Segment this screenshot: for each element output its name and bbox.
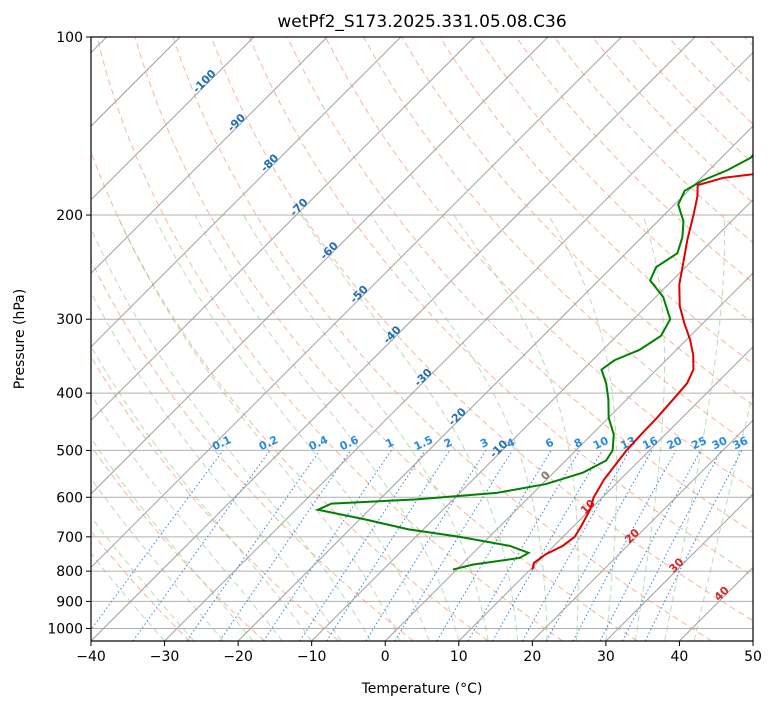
isotherm-line	[531, 419, 753, 641]
x-tick-label: 30	[597, 649, 615, 665]
dry-adiabat-line	[91, 259, 414, 641]
y-tick-label: 300	[56, 312, 83, 328]
isotherm-line	[458, 346, 753, 641]
isotherm-line	[311, 198, 753, 641]
moist-adiabat-line	[547, 214, 618, 641]
moist-adiabat-line	[194, 214, 460, 641]
moist-adiabat-line	[370, 214, 548, 641]
dry-adiabat-line	[210, 37, 753, 622]
y-tick-label: 100	[56, 30, 83, 46]
y-tick-label: 600	[56, 490, 83, 506]
temperature-profile-line	[531, 173, 753, 570]
y-tick-label: 700	[56, 530, 83, 546]
dewpoint-profile-line	[314, 153, 753, 571]
chart-title: wetPf2_S173.2025.331.05.08.C36	[277, 12, 566, 32]
mixing-ratio-label: 25	[689, 434, 708, 452]
dry-adiabat-line	[91, 444, 265, 641]
mixing-ratio-line	[219, 450, 352, 641]
moist-adiabats	[91, 214, 753, 641]
x-axis-label: Temperature (°C)	[361, 681, 483, 697]
mixing-ratio-line	[572, 450, 677, 641]
y-axis-label: Pressure (hPa)	[12, 289, 28, 389]
moist-adiabat-line	[634, 214, 666, 641]
x-tick-label: −30	[150, 649, 180, 665]
plot-frame	[90, 36, 754, 642]
axes: −40 −30 −20 −10 0 10 20 30 40 50 100 200 300 400 500 60…	[47, 30, 762, 665]
dry-adiabat-line	[325, 37, 753, 490]
plot-background	[91, 37, 753, 641]
y-tick-label: 800	[56, 564, 83, 580]
isotherm-line	[91, 37, 328, 274]
dry-adiabat-line	[96, 37, 563, 641]
x-tick-label: 0	[381, 649, 390, 665]
x-tick-label: 10	[450, 649, 468, 665]
isotherm-line	[384, 272, 753, 641]
dry-adiabat-line	[172, 37, 713, 641]
x-tick-label: −40	[76, 649, 106, 665]
moist-adiabat-line	[116, 214, 401, 641]
mixing-ratio-line	[186, 450, 321, 641]
moist-adiabat-line	[91, 437, 254, 641]
mixing-ratio-line	[546, 450, 653, 641]
plot-area	[91, 37, 753, 641]
mixing-ratio-label: 13	[618, 434, 637, 452]
isotherm-line	[237, 125, 753, 641]
mixing-ratio-label: 20	[665, 434, 685, 452]
y-tick-label: 200	[56, 208, 83, 224]
y-tick-label: 900	[56, 594, 83, 610]
mixing-ratio-line	[326, 450, 451, 641]
isotherm-line	[91, 37, 622, 569]
isotherm-line	[91, 37, 402, 348]
series-lines	[314, 153, 753, 571]
moist-adiabat-line	[152, 214, 430, 641]
mixing-ratio-line	[522, 450, 631, 641]
moist-adiabat-line	[91, 291, 342, 641]
y-tick-label: 500	[56, 443, 83, 459]
moist-adiabat-line	[91, 393, 283, 641]
mixing-ratio-label: 16	[641, 434, 661, 452]
mixing-ratio-lines	[91, 450, 743, 641]
mixing-ratio-line	[644, 450, 743, 641]
moist-adiabat-line	[91, 345, 313, 641]
isotherm-line	[91, 37, 696, 641]
dry-adiabat-line	[248, 37, 753, 577]
moist-adiabat-line	[453, 214, 579, 641]
x-tick-label: −10	[297, 649, 327, 665]
isotherm-line	[91, 37, 255, 201]
y-tick-label: 1000	[47, 621, 83, 637]
gridlines	[91, 37, 753, 629]
mixing-ratio-label: 10	[591, 434, 611, 452]
isotherm-line	[164, 51, 753, 641]
mixing-ratio-line	[91, 450, 224, 631]
x-tick-label: 40	[671, 649, 689, 665]
mixing-ratio-label: 36	[731, 434, 751, 452]
dry-adiabat-line	[286, 37, 753, 534]
dry-adiabat-line	[91, 355, 340, 641]
isotherm-line	[91, 37, 549, 495]
isotherm-line	[605, 493, 753, 641]
mixing-ratio-label: 30	[710, 434, 730, 452]
skewed-isotherms	[91, 37, 753, 641]
isotherm-line	[752, 640, 753, 641]
mixing-ratio-line	[299, 450, 426, 641]
y-tick-label: 400	[56, 386, 83, 402]
moist-adiabat-line	[664, 215, 726, 641]
moist-adiabat-line	[91, 477, 224, 641]
x-tick-label: −20	[223, 649, 253, 665]
mixing-ratio-line	[263, 450, 392, 641]
dry-adiabat-line	[515, 37, 753, 284]
isotherm-line	[91, 37, 475, 422]
x-tick-label: 50	[744, 649, 762, 665]
x-tick-label: 20	[523, 649, 541, 665]
